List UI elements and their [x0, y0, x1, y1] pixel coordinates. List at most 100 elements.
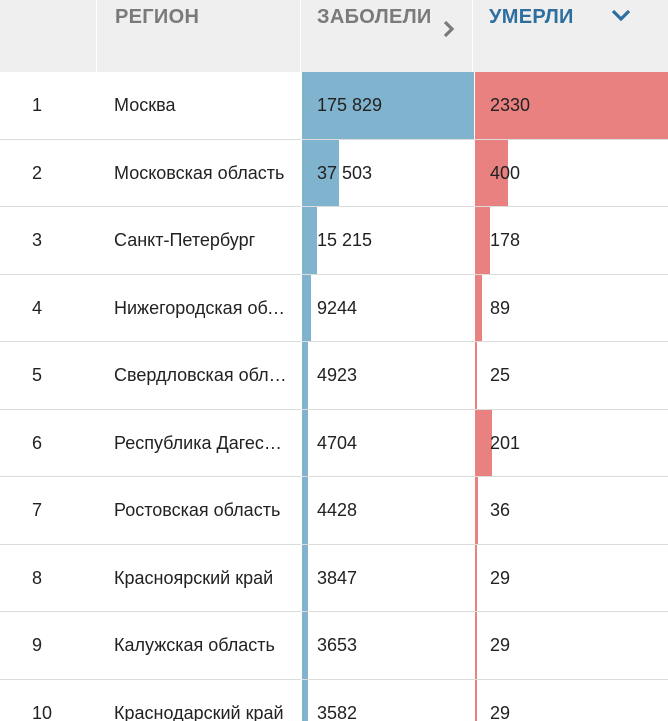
row-rank: 4: [32, 297, 43, 318]
cases-value: 9244: [317, 297, 358, 318]
deaths-value: 178: [490, 230, 521, 250]
row-region: Республика Дагестан: [114, 432, 289, 453]
row-cases-cell: 3847: [302, 544, 474, 611]
header-deaths-sort[interactable]: УМЕРЛИ: [474, 0, 668, 72]
deaths-value: 29: [490, 635, 511, 655]
header-cases-sort[interactable]: ЗАБОЛЕЛИ: [302, 0, 473, 72]
cases-value: 4923: [317, 365, 358, 385]
deaths-bar: [475, 477, 478, 544]
header-cases-label: ЗАБОЛЕЛИ: [317, 6, 432, 28]
deaths-bar: [475, 139, 508, 206]
deaths-value: 36: [490, 500, 511, 520]
table-header: РЕГИОН ЗАБОЛЕЛИ УМЕРЛИ: [0, 0, 668, 72]
table-row[interactable]: 10 Краснодарский край 3582 29: [0, 679, 668, 721]
row-deaths-cell: 29: [475, 544, 668, 611]
deaths-bar: [475, 72, 668, 139]
cases-bar: [302, 274, 311, 341]
row-region: Нижегородская область: [114, 297, 289, 318]
cases-bar: [302, 139, 339, 206]
cases-bar: [302, 342, 308, 409]
row-deaths-cell: 89: [475, 274, 668, 341]
row-cases-cell: 37 503: [302, 139, 474, 206]
header-rank-cell: [0, 0, 97, 72]
cases-value: 3582: [317, 702, 358, 721]
row-rank: 3: [32, 230, 43, 250]
deaths-value: 89: [490, 297, 511, 318]
table-row[interactable]: 4 Нижегородская область 9244 89: [0, 274, 668, 342]
table-row[interactable]: 5 Свердловская область 4923 25: [0, 342, 668, 410]
row-rank: 6: [32, 432, 43, 453]
row-rank: 8: [32, 567, 43, 588]
row-cases-cell: 175 829: [302, 72, 474, 139]
table-row[interactable]: 2 Московская область 37 503 400: [0, 139, 668, 207]
row-deaths-cell: 178: [475, 207, 668, 274]
cases-bar: [302, 544, 308, 611]
row-rank: 9: [32, 635, 43, 655]
row-deaths-cell: 25: [475, 342, 668, 409]
cases-bar: [302, 477, 308, 544]
deaths-bar: [475, 207, 490, 274]
header-region[interactable]: РЕГИОН: [98, 0, 301, 72]
row-cases-cell: 3653: [302, 612, 474, 679]
table-row[interactable]: 1 Москва 175 829 2330: [0, 72, 668, 140]
row-region: Москва: [114, 95, 176, 115]
row-region: Калужская область: [114, 635, 275, 655]
cases-value: 3847: [317, 567, 358, 588]
row-cases-cell: 15 215: [302, 207, 474, 274]
cases-value: 4428: [317, 500, 358, 520]
row-deaths-cell: 400: [475, 139, 668, 206]
row-rank: 7: [32, 500, 43, 520]
row-deaths-cell: 29: [475, 679, 668, 721]
row-rank: 1: [32, 95, 43, 115]
row-region: Красноярский край: [114, 567, 274, 588]
deaths-bar: [475, 544, 477, 611]
deaths-value: 400: [490, 162, 521, 183]
table-row[interactable]: 6 Республика Дагестан 4704 201: [0, 409, 668, 477]
row-cases-cell: 4428: [302, 477, 474, 544]
deaths-bar: [475, 342, 477, 409]
cases-bar: [302, 409, 308, 476]
cases-value: 175 829: [317, 95, 383, 115]
column-divider: [301, 72, 302, 721]
header-deaths-label: УМЕРЛИ: [489, 6, 574, 28]
cases-value: 4704: [317, 432, 358, 453]
row-region: Свердловская область: [114, 365, 289, 385]
deaths-value: 25: [490, 365, 511, 385]
table-row[interactable]: 9 Калужская область 3653 29: [0, 612, 668, 680]
deaths-bar: [475, 409, 492, 476]
row-region: Ростовская область: [114, 500, 281, 520]
row-rank: 10: [32, 702, 53, 721]
deaths-bar: [475, 612, 477, 679]
cases-bar: [302, 612, 308, 679]
table-row[interactable]: 3 Санкт-Петербург 15 215 178: [0, 207, 668, 275]
row-cases-cell: 4704: [302, 409, 474, 476]
deaths-value: 29: [490, 567, 511, 588]
table-row[interactable]: 7 Ростовская область 4428 36: [0, 477, 668, 545]
deaths-value: 2330: [490, 95, 531, 115]
row-deaths-cell: 201: [475, 409, 668, 476]
row-region: Санкт-Петербург: [114, 230, 256, 250]
cases-value: 37 503: [317, 162, 373, 183]
row-rank: 5: [32, 365, 43, 385]
row-deaths-cell: 29: [475, 612, 668, 679]
header-region-label: РЕГИОН: [115, 6, 200, 28]
row-deaths-cell: 2330: [475, 72, 668, 139]
row-deaths-cell: 36: [475, 477, 668, 544]
deaths-value: 29: [490, 702, 511, 721]
cases-bar: [302, 679, 308, 721]
cases-bar: [302, 72, 474, 139]
deaths-bar: [475, 679, 477, 721]
row-rank: 2: [32, 162, 43, 183]
table-row[interactable]: 8 Красноярский край 3847 29: [0, 544, 668, 612]
deaths-bar: [475, 274, 482, 341]
deaths-value: 201: [490, 432, 521, 453]
cases-value: 3653: [317, 635, 358, 655]
chevron-right-icon: [443, 20, 455, 38]
row-cases-cell: 4923: [302, 342, 474, 409]
chevron-down-icon: [611, 9, 631, 22]
row-cases-cell: 9244: [302, 274, 474, 341]
cases-value: 15 215: [317, 230, 373, 250]
row-region: Краснодарский край: [114, 702, 284, 721]
row-cases-cell: 3582: [302, 679, 474, 721]
